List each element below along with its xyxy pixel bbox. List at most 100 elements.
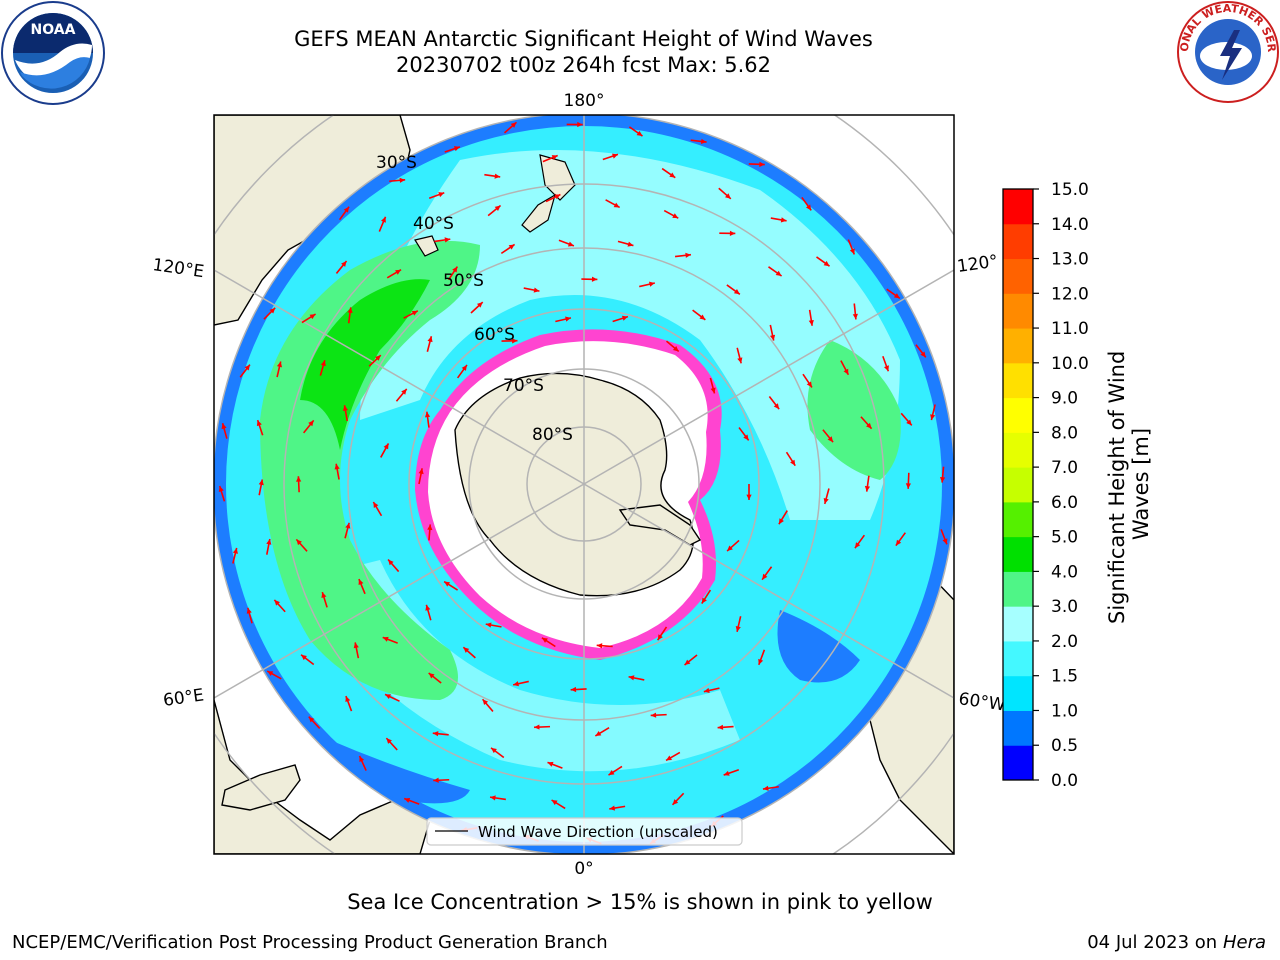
wave-arrow-head bbox=[343, 206, 350, 213]
wave-arrow-head bbox=[762, 573, 768, 580]
wave-arrow-head bbox=[424, 411, 431, 418]
wave-arrow-head bbox=[373, 501, 379, 508]
wave-arrow-head bbox=[432, 731, 439, 737]
wave-arrow-head bbox=[244, 364, 250, 371]
wave-arrow-head bbox=[452, 266, 458, 273]
wave-arrow-head bbox=[701, 597, 707, 604]
wave-arrow-head bbox=[808, 319, 814, 326]
wave-arrow-head bbox=[669, 172, 676, 178]
wave-arrow-head bbox=[411, 310, 418, 316]
wave-arrow-head bbox=[347, 307, 353, 314]
wave-arrow-head bbox=[657, 634, 663, 641]
tasmania-land bbox=[414, 235, 439, 257]
wave-arrow-head bbox=[699, 314, 706, 320]
sea-ice-note: Sea Ice Concentration > 15% is shown in … bbox=[347, 890, 933, 914]
wave-arrow-head bbox=[399, 177, 406, 183]
label-60e: 60°E bbox=[162, 685, 205, 710]
wind-wave-arrows bbox=[218, 121, 948, 845]
wave-arrow-head bbox=[444, 581, 451, 587]
wave-arrow-head bbox=[359, 756, 365, 763]
wave-arrow-head bbox=[427, 336, 433, 343]
wave-arrow-head bbox=[864, 485, 871, 492]
wave-arrow-head bbox=[743, 434, 749, 441]
wave-arrow-head bbox=[628, 675, 635, 681]
wave-arrow-head bbox=[920, 351, 926, 358]
wave-arrow-head bbox=[276, 361, 283, 368]
new-zealand-land bbox=[539, 154, 576, 201]
wave-arrow-head bbox=[823, 260, 830, 267]
title-line-1: GEFS MEAN Antarctic Significant Height o… bbox=[294, 27, 873, 51]
wave-arrow-head bbox=[613, 202, 620, 208]
madagascar-land bbox=[221, 764, 301, 811]
wave-arrow-head bbox=[621, 315, 628, 321]
label-lat-70s: 70°S bbox=[503, 376, 544, 396]
label-180: 180° bbox=[564, 91, 605, 111]
wave-arrow-head bbox=[762, 785, 769, 791]
wave-arrow-head bbox=[577, 121, 583, 128]
wave-arrow-head bbox=[727, 545, 733, 552]
meridian-lines bbox=[214, 115, 954, 854]
wave-arrow-head bbox=[404, 797, 411, 803]
wave-arrow-head bbox=[485, 622, 492, 628]
wave-arrow-head bbox=[905, 483, 911, 489]
wave-arrow-head bbox=[547, 761, 554, 767]
wave-arrow-head bbox=[490, 795, 496, 801]
wave-arrow-head bbox=[296, 539, 302, 546]
wave-arrow-head bbox=[382, 636, 389, 642]
wave-arrow-head bbox=[806, 381, 812, 388]
wave-arrow-head bbox=[381, 216, 386, 223]
label-lat-80s: 80°S bbox=[532, 425, 573, 445]
wave-arrow-head bbox=[627, 241, 634, 247]
wave-arrow-head bbox=[308, 420, 314, 427]
wave-arrow-head bbox=[843, 368, 849, 375]
wave-arrow-head bbox=[353, 642, 359, 649]
wave-arrow-head bbox=[512, 338, 518, 344]
map-legend: Wind Wave Direction (unscaled) bbox=[426, 817, 743, 846]
ocean-band-light-2 bbox=[300, 560, 740, 772]
wave-arrow-head bbox=[805, 204, 812, 211]
wave-arrow-head bbox=[269, 307, 276, 314]
wave-arrow-head bbox=[567, 241, 574, 247]
wave-arrow-head bbox=[375, 355, 381, 361]
wave-arrow-head bbox=[893, 293, 900, 299]
label-120e: 120°E bbox=[151, 255, 205, 282]
wave-arrow-head bbox=[444, 237, 451, 243]
wave-arrow-head bbox=[308, 716, 315, 723]
noaa-logo: NOAA bbox=[1, 1, 105, 105]
noaa-logo-text: NOAA bbox=[31, 22, 76, 38]
ocean-band-light-1 bbox=[360, 150, 900, 520]
wave-arrow-head bbox=[612, 153, 618, 159]
wave-arrow-head bbox=[648, 281, 655, 287]
wave-arrow-head bbox=[737, 357, 743, 364]
wave-arrow-head bbox=[769, 334, 776, 341]
wave-arrow-head bbox=[735, 625, 741, 632]
wave-arrow-head bbox=[939, 476, 946, 483]
wave-arrow-head bbox=[703, 687, 710, 694]
wave-arrow-head bbox=[725, 193, 731, 199]
wave-arrow-head bbox=[267, 671, 274, 676]
wave-arrow-head bbox=[666, 755, 673, 761]
wave-arrow-head bbox=[463, 647, 470, 653]
wave-arrow-head bbox=[508, 244, 515, 250]
wave-arrow-head bbox=[395, 269, 402, 275]
wave-arrow-head bbox=[274, 599, 280, 606]
wave-arrow-head bbox=[453, 146, 460, 152]
label-lat-40s: 40°S bbox=[413, 214, 454, 234]
wave-arrow-head bbox=[383, 443, 389, 450]
wave-arrow-head bbox=[609, 805, 616, 811]
wave-arrow-head bbox=[778, 518, 784, 525]
wave-arrow-head bbox=[433, 777, 439, 783]
label-lat-30s: 30°S bbox=[376, 153, 417, 173]
map-frame bbox=[213, 114, 955, 855]
wave-arrow-head bbox=[418, 468, 424, 475]
wave-arrow-head bbox=[684, 659, 691, 666]
wave-arrow-head bbox=[895, 539, 902, 546]
legend-label: Wind Wave Direction (unscaled) bbox=[478, 823, 718, 841]
wave-arrow-head bbox=[780, 217, 787, 223]
wave-arrow-head bbox=[296, 476, 302, 482]
wave-arrow-head bbox=[551, 799, 558, 806]
wave-arrow-head bbox=[570, 686, 577, 693]
wave-arrow-head bbox=[513, 681, 519, 687]
wave-arrow-head bbox=[342, 405, 349, 412]
